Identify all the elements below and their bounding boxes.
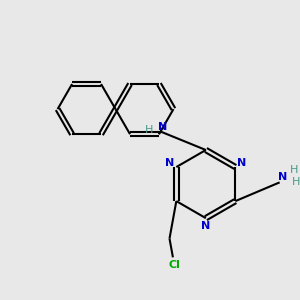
Text: N: N [278,172,287,182]
Text: N: N [237,158,247,168]
Text: H: H [292,177,300,187]
Text: N: N [165,158,175,168]
Text: H: H [145,124,153,135]
Text: Cl: Cl [169,260,181,270]
Text: H: H [290,165,298,176]
Text: N: N [201,220,211,231]
Text: N: N [158,122,167,132]
